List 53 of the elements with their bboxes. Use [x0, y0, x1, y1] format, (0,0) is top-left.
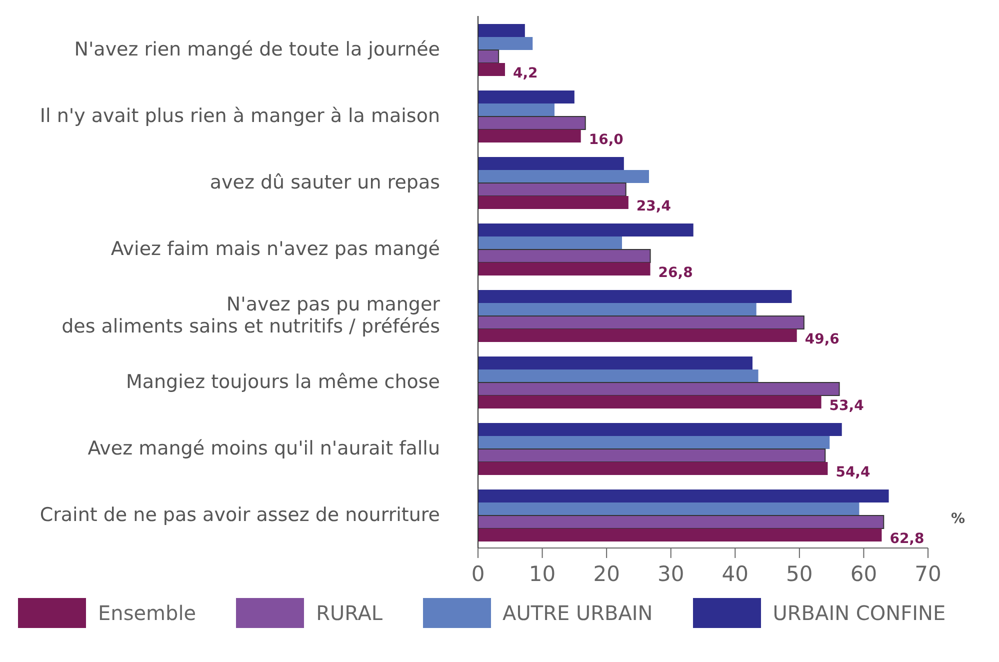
- legend-label: URBAIN CONFINE: [772, 601, 946, 625]
- legend-label: RURAL: [316, 601, 383, 625]
- data-label: 16,0: [588, 132, 624, 148]
- bar: [478, 436, 830, 449]
- y-tick-label: N'avez pas pu manger des aliments sains et nutritifs / préférés: [62, 293, 440, 338]
- y-tick-label: Craint de ne pas avoir assez de nourriture: [40, 504, 440, 526]
- x-tick-label: 40: [722, 562, 749, 586]
- x-axis-title: %: [950, 511, 966, 527]
- y-tick-label: N'avez rien mangé de toute la journée: [74, 38, 440, 60]
- bar: [478, 196, 628, 209]
- y-tick-label: Avez mangé moins qu'il n'aurait fallu: [88, 437, 440, 460]
- x-tick-label: 0: [471, 562, 485, 586]
- y-tick-label: avez dû sauter un repas: [210, 171, 440, 194]
- x-tick-label: 20: [593, 562, 620, 586]
- y-tick-label: Mangiez toujours la même chose: [126, 370, 440, 393]
- legend-label: AUTRE URBAIN: [502, 601, 653, 625]
- data-label: 26,8: [658, 264, 693, 281]
- bar: [478, 328, 797, 342]
- data-label: 49,6: [804, 331, 840, 348]
- bar: [478, 262, 650, 276]
- bar: [478, 90, 574, 104]
- bar: [478, 24, 525, 37]
- bar: [478, 528, 882, 542]
- bar: [478, 290, 792, 303]
- data-label: 23,4: [636, 198, 672, 214]
- x-tick-label: 60: [850, 562, 878, 586]
- data-label: 62,8: [890, 530, 924, 547]
- data-label: 4,2: [513, 65, 538, 82]
- x-tick-label: 70: [914, 562, 942, 586]
- bar: [478, 236, 622, 250]
- y-tick-label: Aviez faim mais n'avez pas mangé: [110, 238, 440, 260]
- bar: [478, 489, 889, 502]
- bar: [478, 369, 758, 382]
- bar: [478, 462, 828, 475]
- x-tick-label: 50: [786, 562, 813, 586]
- bar: [478, 395, 822, 408]
- y-tick-label: Il n'y avait plus rien à manger à la maison: [40, 104, 440, 127]
- bar: [478, 302, 756, 316]
- data-label: 54,4: [836, 464, 871, 480]
- bar: [478, 36, 533, 50]
- bar: [478, 129, 581, 142]
- data-label: 53,4: [829, 398, 864, 414]
- bar: [478, 422, 842, 436]
- bar: [478, 103, 554, 116]
- bar: [478, 156, 624, 170]
- bar: [478, 356, 752, 370]
- bar: [478, 170, 649, 183]
- legend-label: Ensemble: [98, 601, 196, 625]
- bar: [478, 502, 860, 516]
- bar: [478, 223, 694, 236]
- x-tick-label: 10: [528, 562, 556, 586]
- x-tick-label: 30: [657, 562, 684, 586]
- bar: [478, 62, 505, 76]
